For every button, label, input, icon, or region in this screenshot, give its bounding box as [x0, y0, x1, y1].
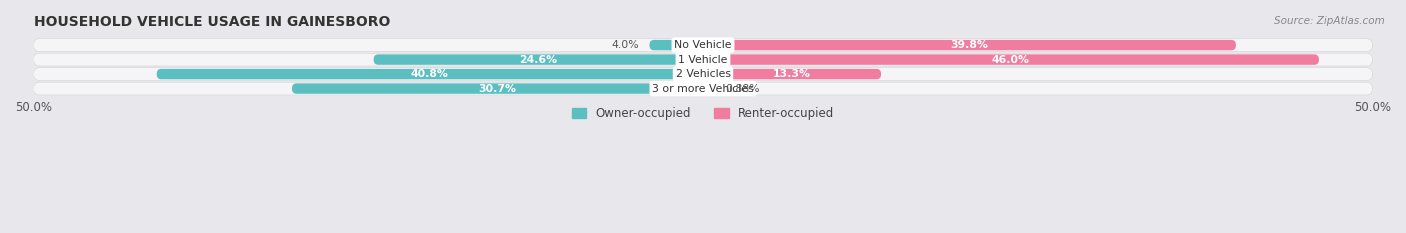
FancyBboxPatch shape	[156, 69, 703, 79]
Text: Source: ZipAtlas.com: Source: ZipAtlas.com	[1274, 16, 1385, 26]
FancyBboxPatch shape	[703, 69, 882, 79]
Text: HOUSEHOLD VEHICLE USAGE IN GAINESBORO: HOUSEHOLD VEHICLE USAGE IN GAINESBORO	[34, 15, 389, 29]
Text: No Vehicle: No Vehicle	[675, 40, 731, 50]
Text: 0.88%: 0.88%	[725, 84, 761, 94]
FancyBboxPatch shape	[650, 40, 703, 50]
FancyBboxPatch shape	[703, 40, 1236, 50]
Text: 13.3%: 13.3%	[773, 69, 811, 79]
FancyBboxPatch shape	[374, 54, 703, 65]
Text: 2 Vehicles: 2 Vehicles	[675, 69, 731, 79]
Text: 30.7%: 30.7%	[478, 84, 516, 94]
FancyBboxPatch shape	[703, 54, 1319, 65]
FancyBboxPatch shape	[34, 53, 1372, 66]
FancyBboxPatch shape	[34, 68, 1372, 80]
Text: 1 Vehicle: 1 Vehicle	[678, 55, 728, 65]
Text: 40.8%: 40.8%	[411, 69, 449, 79]
FancyBboxPatch shape	[292, 83, 703, 94]
Text: 39.8%: 39.8%	[950, 40, 988, 50]
Text: 4.0%: 4.0%	[612, 40, 638, 50]
FancyBboxPatch shape	[703, 83, 714, 94]
FancyBboxPatch shape	[34, 39, 1372, 51]
Legend: Owner-occupied, Renter-occupied: Owner-occupied, Renter-occupied	[567, 103, 839, 125]
Text: 3 or more Vehicles: 3 or more Vehicles	[652, 84, 754, 94]
FancyBboxPatch shape	[34, 82, 1372, 95]
Text: 46.0%: 46.0%	[993, 55, 1031, 65]
Text: 24.6%: 24.6%	[519, 55, 557, 65]
